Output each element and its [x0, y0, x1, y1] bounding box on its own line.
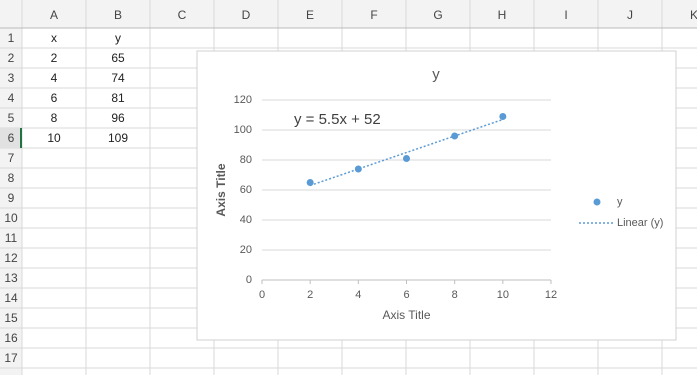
y-tick-label: 100: [234, 124, 252, 136]
y-axis-title: Axis Title: [214, 163, 228, 216]
cell[interactable]: 65: [111, 51, 125, 65]
point: [306, 179, 314, 186]
cell[interactable]: x: [51, 31, 57, 45]
row-header[interactable]: 14: [4, 291, 18, 305]
column-header[interactable]: E: [306, 8, 314, 22]
row-header[interactable]: 4: [8, 91, 15, 105]
row-header[interactable]: 10: [4, 211, 18, 225]
column-header[interactable]: K: [690, 8, 697, 22]
cell[interactable]: 4: [51, 71, 58, 85]
row-header[interactable]: 16: [4, 331, 18, 345]
x-tick-label: 4: [355, 289, 361, 301]
row-header[interactable]: 9: [8, 191, 15, 205]
row-header[interactable]: 3: [8, 71, 15, 85]
legend-label: y: [617, 196, 623, 208]
row-header[interactable]: 7: [8, 151, 15, 165]
column-header[interactable]: H: [498, 8, 507, 22]
column-header[interactable]: G: [433, 8, 442, 22]
legend-marker: [593, 198, 601, 206]
row-header[interactable]: 1: [8, 31, 15, 45]
x-axis-title: Axis Title: [382, 308, 430, 322]
row-header[interactable]: 11: [5, 231, 18, 245]
cell[interactable]: 74: [111, 71, 125, 85]
cell[interactable]: 10: [47, 131, 61, 145]
cell[interactable]: 2: [51, 51, 58, 65]
row-header[interactable]: 5: [8, 111, 15, 125]
column-header[interactable]: C: [178, 8, 187, 22]
cell[interactable]: 6: [51, 91, 58, 105]
active-row-header: [0, 128, 22, 148]
chart-title: y: [432, 66, 440, 83]
point: [354, 165, 362, 173]
x-tick-label: 8: [452, 289, 458, 301]
point: [451, 132, 459, 140]
x-tick-label: 2: [307, 289, 313, 301]
point: [403, 155, 410, 162]
cell[interactable]: 8: [51, 111, 58, 125]
trendline: [309, 118, 504, 187]
chart-area[interactable]: [196, 50, 677, 341]
cell[interactable]: 81: [111, 91, 125, 105]
column-header[interactable]: F: [370, 8, 377, 22]
x-tick-label: 0: [259, 289, 265, 301]
y-tick-label: 0: [246, 274, 252, 286]
column-header[interactable]: I: [564, 8, 567, 22]
row-header[interactable]: 8: [8, 171, 15, 185]
column-header[interactable]: B: [114, 8, 122, 22]
legend-label: Linear (y): [617, 217, 663, 229]
x-tick-label: 10: [497, 289, 509, 301]
y-tick-label: 60: [240, 184, 252, 196]
point: [499, 113, 507, 120]
row-header[interactable]: 2: [8, 51, 15, 65]
row-header[interactable]: 6: [8, 131, 15, 145]
cell[interactable]: y: [115, 31, 121, 45]
y-tick-label: 40: [240, 214, 252, 226]
cell[interactable]: 109: [108, 131, 128, 145]
x-tick-label: 12: [545, 289, 557, 301]
row-header[interactable]: 15: [4, 311, 18, 325]
row-header[interactable]: 13: [4, 271, 18, 285]
trendline-equation: y = 5.5x + 52: [294, 111, 381, 128]
column-header-bar: [0, 0, 697, 28]
x-tick-label: 6: [403, 289, 409, 301]
column-header[interactable]: D: [242, 8, 251, 22]
y-tick-label: 120: [234, 94, 252, 106]
row-header[interactable]: 17: [4, 351, 18, 365]
cell[interactable]: 96: [111, 111, 125, 125]
y-tick-label: 20: [240, 244, 252, 256]
column-header[interactable]: A: [50, 8, 58, 22]
column-header[interactable]: J: [627, 8, 633, 22]
y-tick-label: 80: [240, 154, 252, 166]
row-header[interactable]: 12: [4, 251, 18, 265]
